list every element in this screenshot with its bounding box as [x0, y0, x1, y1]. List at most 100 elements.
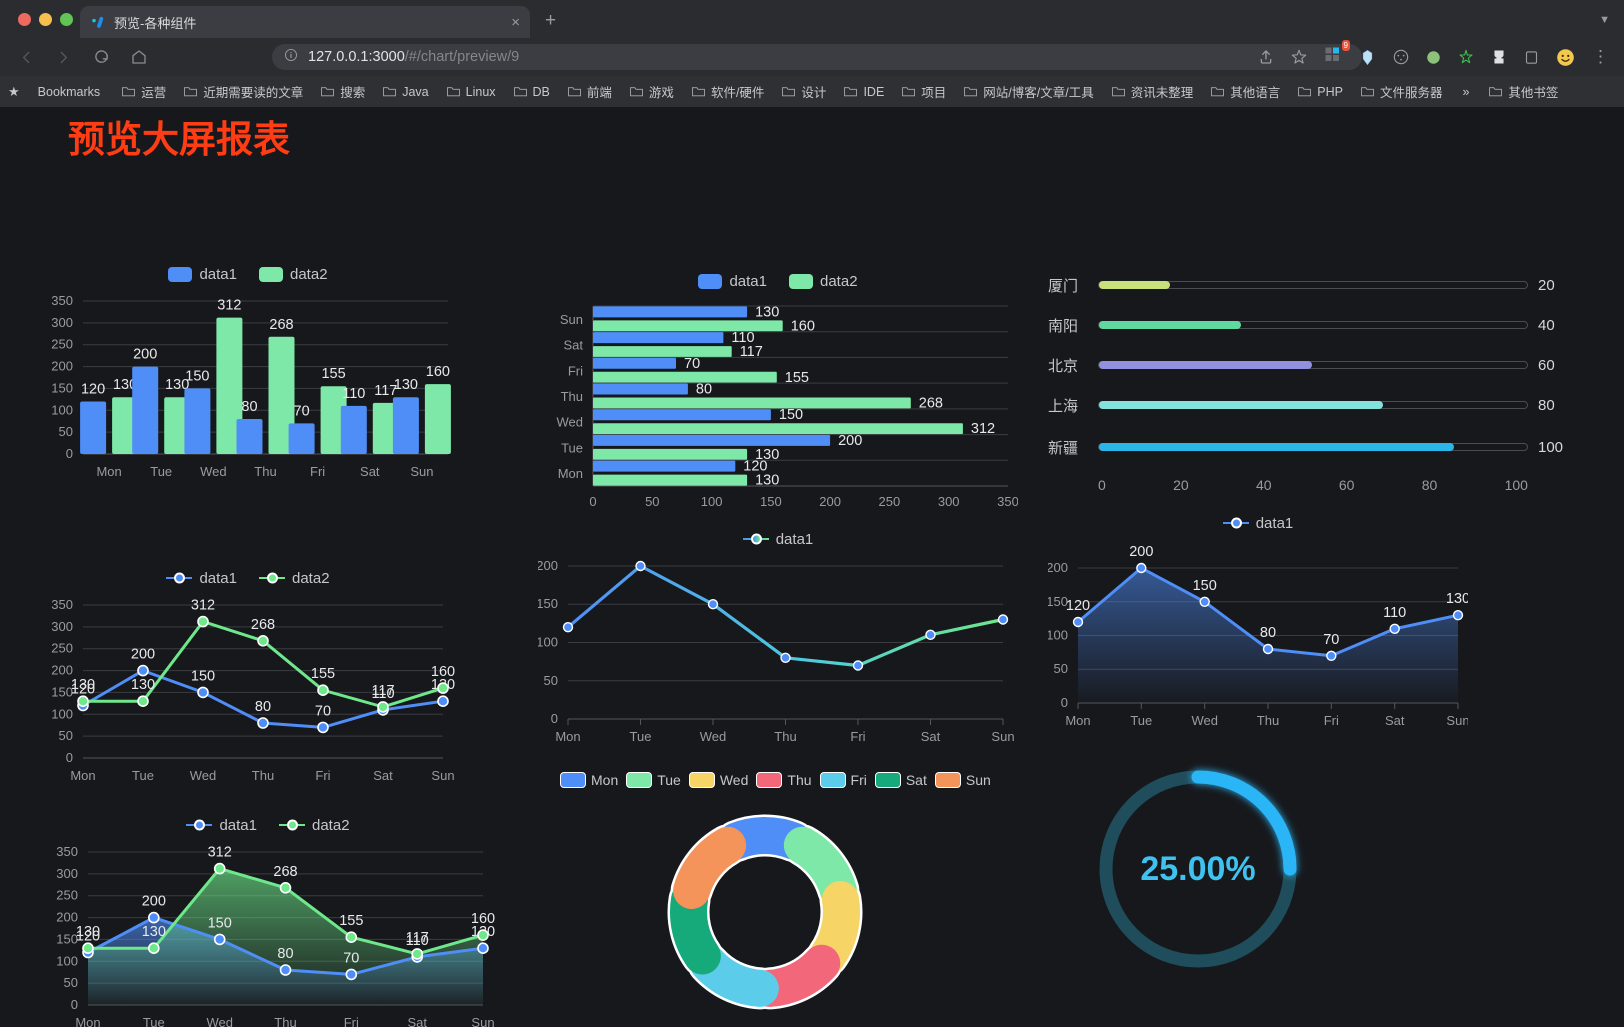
- svg-text:120: 120: [81, 382, 105, 398]
- svg-text:150: 150: [538, 596, 558, 611]
- svg-text:200: 200: [131, 647, 155, 663]
- svg-text:Fri: Fri: [310, 464, 325, 479]
- svg-text:Thu: Thu: [254, 464, 276, 479]
- svg-text:110: 110: [1383, 605, 1406, 621]
- svg-text:100: 100: [56, 953, 78, 968]
- svg-text:70: 70: [294, 403, 310, 419]
- svg-text:200: 200: [538, 558, 558, 573]
- svg-text:312: 312: [217, 298, 241, 314]
- svg-text:80: 80: [1260, 625, 1276, 641]
- svg-text:Sun: Sun: [560, 312, 583, 327]
- svg-text:0: 0: [66, 446, 73, 461]
- svg-text:150: 150: [185, 368, 209, 384]
- svg-text:Mon: Mon: [558, 466, 583, 481]
- svg-text:70: 70: [684, 356, 700, 372]
- svg-text:130: 130: [71, 677, 95, 693]
- svg-text:Tue: Tue: [561, 440, 583, 455]
- svg-text:Thu: Thu: [774, 729, 796, 744]
- svg-text:100: 100: [1048, 628, 1068, 643]
- svg-text:Sun: Sun: [471, 1015, 494, 1027]
- svg-text:150: 150: [51, 684, 73, 699]
- svg-text:Wed: Wed: [190, 768, 217, 783]
- svg-text:80: 80: [696, 382, 712, 398]
- svg-text:50: 50: [59, 728, 73, 743]
- svg-text:150: 150: [191, 668, 215, 684]
- svg-text:268: 268: [269, 317, 293, 333]
- svg-text:50: 50: [645, 494, 659, 509]
- svg-text:Thu: Thu: [252, 768, 274, 783]
- svg-text:130: 130: [1446, 591, 1468, 607]
- svg-text:250: 250: [51, 337, 73, 352]
- svg-text:350: 350: [51, 597, 73, 612]
- svg-text:130: 130: [394, 377, 418, 393]
- svg-text:Mon: Mon: [96, 464, 121, 479]
- svg-text:130: 130: [142, 924, 166, 940]
- svg-text:Fri: Fri: [344, 1015, 359, 1027]
- svg-text:350: 350: [51, 293, 73, 308]
- svg-text:Sat: Sat: [360, 464, 380, 479]
- svg-text:Sat: Sat: [563, 338, 583, 353]
- svg-text:0: 0: [551, 711, 558, 726]
- svg-text:250: 250: [51, 641, 73, 656]
- svg-text:200: 200: [819, 494, 841, 509]
- svg-text:Wed: Wed: [557, 415, 584, 430]
- svg-text:Sat: Sat: [1385, 713, 1405, 728]
- svg-text:Sun: Sun: [431, 768, 454, 783]
- svg-text:130: 130: [755, 473, 779, 489]
- svg-text:350: 350: [997, 494, 1018, 509]
- svg-text:Sun: Sun: [1446, 713, 1468, 728]
- svg-text:Tue: Tue: [630, 729, 652, 744]
- svg-text:312: 312: [191, 598, 215, 614]
- svg-text:100: 100: [51, 706, 73, 721]
- svg-text:Fri: Fri: [850, 729, 865, 744]
- svg-text:250: 250: [56, 888, 78, 903]
- svg-text:100: 100: [538, 635, 558, 650]
- svg-text:Tue: Tue: [143, 1015, 165, 1027]
- svg-text:Thu: Thu: [561, 389, 583, 404]
- svg-text:70: 70: [315, 703, 331, 719]
- svg-text:Tue: Tue: [150, 464, 172, 479]
- svg-text:Mon: Mon: [555, 729, 580, 744]
- svg-text:200: 200: [133, 347, 157, 363]
- svg-text:160: 160: [426, 364, 450, 380]
- svg-text:Tue: Tue: [132, 768, 154, 783]
- svg-text:Wed: Wed: [200, 464, 227, 479]
- svg-text:350: 350: [56, 844, 78, 859]
- svg-text:200: 200: [142, 894, 166, 910]
- svg-text:250: 250: [879, 494, 901, 509]
- svg-text:130: 130: [131, 677, 155, 693]
- svg-text:Sat: Sat: [921, 729, 941, 744]
- svg-text:155: 155: [311, 666, 335, 682]
- svg-text:312: 312: [208, 845, 232, 861]
- svg-text:150: 150: [1193, 578, 1217, 594]
- svg-text:80: 80: [255, 699, 271, 715]
- svg-text:Mon: Mon: [70, 768, 95, 783]
- svg-text:268: 268: [273, 864, 297, 880]
- svg-text:0: 0: [66, 750, 73, 765]
- svg-text:70: 70: [1323, 632, 1339, 648]
- svg-text:200: 200: [1129, 544, 1153, 560]
- svg-text:200: 200: [56, 910, 78, 925]
- svg-text:155: 155: [321, 366, 345, 382]
- svg-text:80: 80: [277, 946, 293, 962]
- svg-text:0: 0: [71, 997, 78, 1012]
- svg-text:200: 200: [1048, 560, 1068, 575]
- svg-text:200: 200: [51, 359, 73, 374]
- svg-text:Wed: Wed: [1191, 713, 1218, 728]
- svg-text:0: 0: [589, 494, 596, 509]
- svg-text:117: 117: [406, 930, 429, 946]
- svg-text:300: 300: [56, 866, 78, 881]
- svg-text:200: 200: [51, 663, 73, 678]
- svg-text:155: 155: [339, 913, 363, 929]
- svg-text:150: 150: [208, 915, 232, 931]
- svg-text:70: 70: [343, 950, 359, 966]
- svg-text:Wed: Wed: [206, 1015, 233, 1027]
- svg-text:268: 268: [251, 617, 275, 633]
- svg-text:50: 50: [1054, 661, 1068, 676]
- svg-text:Sat: Sat: [373, 768, 393, 783]
- svg-text:0: 0: [1061, 695, 1068, 710]
- svg-text:Sun: Sun: [991, 729, 1014, 744]
- svg-text:Wed: Wed: [700, 729, 727, 744]
- svg-text:150: 150: [51, 380, 73, 395]
- svg-text:300: 300: [51, 619, 73, 634]
